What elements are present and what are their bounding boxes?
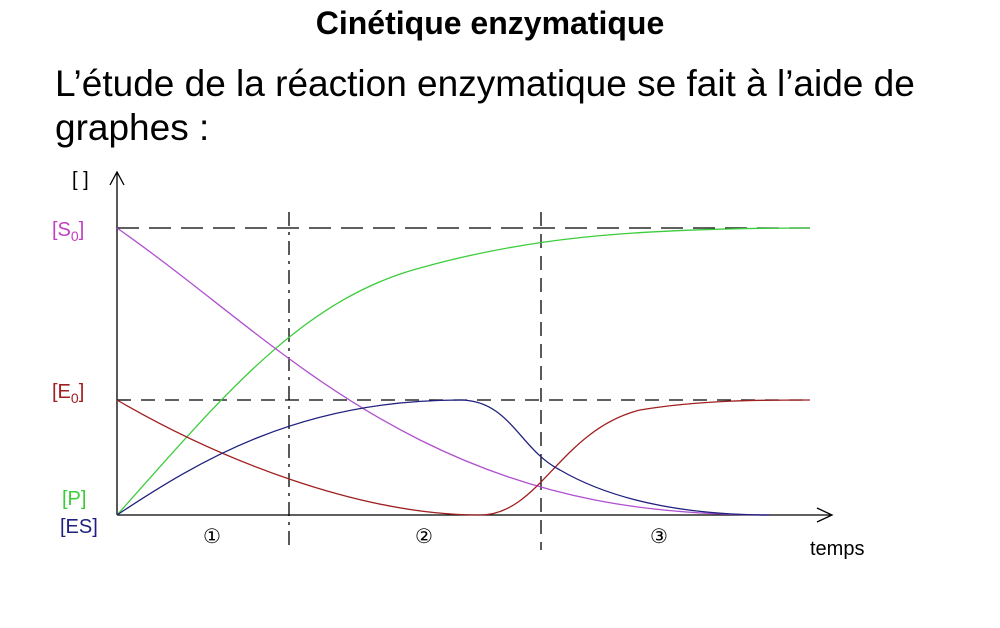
label-part: [S bbox=[52, 219, 71, 241]
y-axis-label: [ ] bbox=[72, 169, 89, 191]
y-arrow bbox=[109, 170, 125, 186]
p-label: [P] bbox=[62, 488, 86, 510]
enzyme-curve bbox=[116, 399, 811, 516]
label-sub: 0 bbox=[71, 228, 79, 244]
x-axis-label: temps bbox=[810, 538, 864, 560]
product-curve bbox=[116, 227, 811, 516]
labels: [ ] [S0] [E0] [P] [ES] ① ② ③ temps bbox=[52, 169, 864, 560]
es-label: [ES] bbox=[60, 516, 98, 538]
e0-label: [E0] bbox=[52, 381, 84, 406]
label-part: ] bbox=[79, 381, 85, 403]
paragraph-line: L’étude de la réaction enzymatique se fa… bbox=[55, 63, 915, 104]
label-part: [E bbox=[52, 381, 71, 403]
phase-label: ③ bbox=[650, 526, 668, 548]
label-sub: 0 bbox=[71, 390, 79, 406]
s0-label: [S0] bbox=[52, 219, 84, 244]
diagram bbox=[109, 170, 834, 550]
title: Cinétique enzymatique bbox=[316, 5, 665, 41]
x-arrow bbox=[816, 507, 834, 523]
complex-curve bbox=[116, 399, 771, 516]
phase-label: ① bbox=[203, 526, 221, 548]
label-part: ] bbox=[79, 219, 85, 241]
paragraph-line: graphes : bbox=[55, 107, 209, 148]
phase-label: ② bbox=[415, 526, 433, 548]
substrate-curve bbox=[116, 227, 771, 516]
